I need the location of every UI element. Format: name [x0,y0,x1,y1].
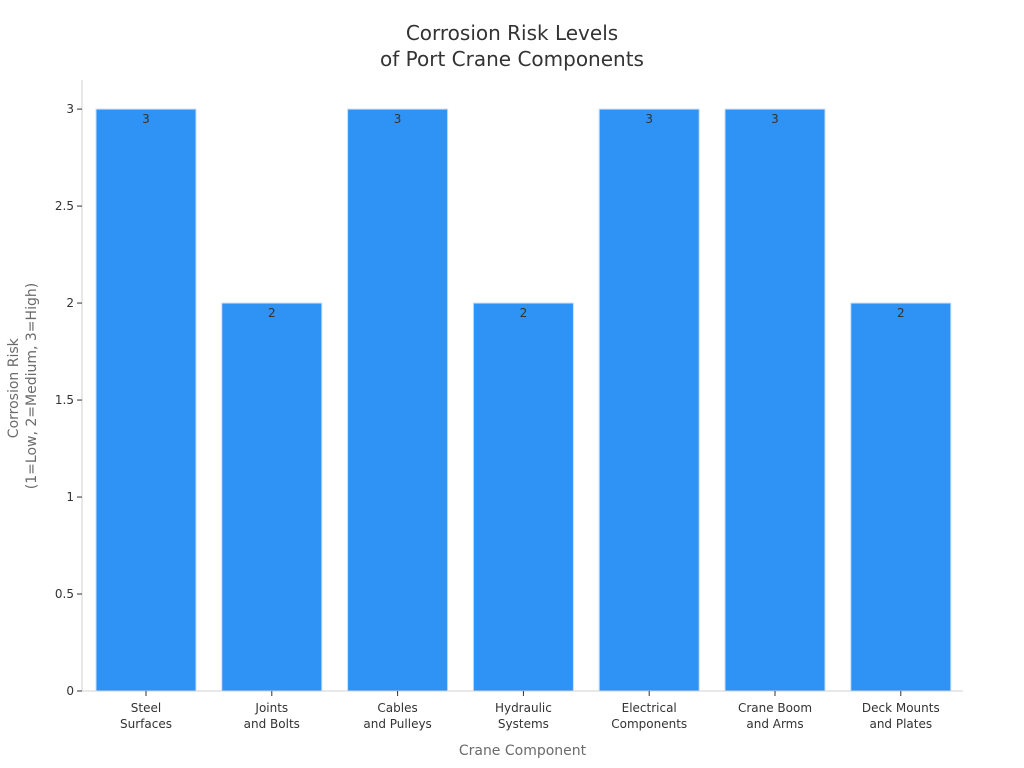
y-tick-label: 3 [66,102,74,116]
x-tick-label-line: Electrical [622,701,677,715]
y-tick-label: 0.5 [55,587,74,601]
x-tick-label-line: Steel [131,701,161,715]
bar [347,108,449,692]
x-tick-label-line: and Bolts [244,717,300,731]
x-tick-label-line: Joints [254,701,288,715]
bar [598,108,700,692]
bar-value-label: 2 [520,306,528,320]
bar-value-label: 3 [394,112,402,126]
x-tick-label: Crane Boom and Arms [738,701,812,731]
y-ticks-layer: 0 0.5 1 1.5 2 2.5 3 [55,102,82,698]
y-tick-label: 1 [66,490,74,504]
chart-title-line-2: of Port Crane Components [380,47,644,71]
bar-value-label: 3 [771,112,779,126]
bar [95,108,197,692]
x-labels-layer: Steel Surfaces Joints and Bolts Cables and Pu… [120,691,940,731]
chart-title: Corrosion Risk Levels of Port Crane Comp… [0,20,1024,72]
x-tick-label: Electrical Components [611,701,687,731]
x-tick-label: Joints and Bolts [244,701,300,731]
y-axis-title-line-2: (1=Low, 2=Medium, 3=High) [24,283,40,489]
bar-value-label: 2 [268,306,276,320]
bar [221,302,323,692]
chart-title-line-1: Corrosion Risk Levels [405,21,619,45]
y-tick-label: 2.5 [55,199,74,213]
y-axis-title-line-1: Corrosion Risk [6,337,22,438]
bar [724,108,826,692]
y-tick-label: 0 [66,684,74,698]
x-tick-label-line: Deck Mounts [862,701,940,715]
x-tick-label-line: and Pulleys [363,717,431,731]
bar-value-label: 2 [897,306,905,320]
x-tick-label-line: and Arms [746,717,803,731]
x-tick-label-line: Crane Boom [738,701,812,715]
x-axis-title: Crane Component [459,743,587,759]
y-tick-label: 2 [66,296,74,310]
bar [472,302,574,692]
y-tick-label: 1.5 [55,393,74,407]
x-tick-label-line: and Plates [869,717,932,731]
x-tick-label-line: Cables [377,701,417,715]
x-tick-label: Steel Surfaces [120,701,172,731]
x-tick-label-line: Hydraulic [495,701,552,715]
bars-layer [95,108,952,692]
bar-value-label: 3 [142,112,150,126]
bar [850,302,952,692]
data-labels-layer: 3 2 3 2 3 3 2 [142,112,904,320]
bar-value-label: 3 [645,112,653,126]
x-tick-label: Cables and Pulleys [363,701,431,731]
x-tick-label: Hydraulic Systems [495,701,552,731]
x-tick-label-line: Surfaces [120,717,172,731]
x-tick-label: Deck Mounts and Plates [862,701,940,731]
x-tick-label-line: Systems [498,717,549,731]
y-axis-title: Corrosion Risk (1=Low, 2=Medium, 3=High) [6,283,40,489]
x-tick-label-line: Components [611,717,687,731]
